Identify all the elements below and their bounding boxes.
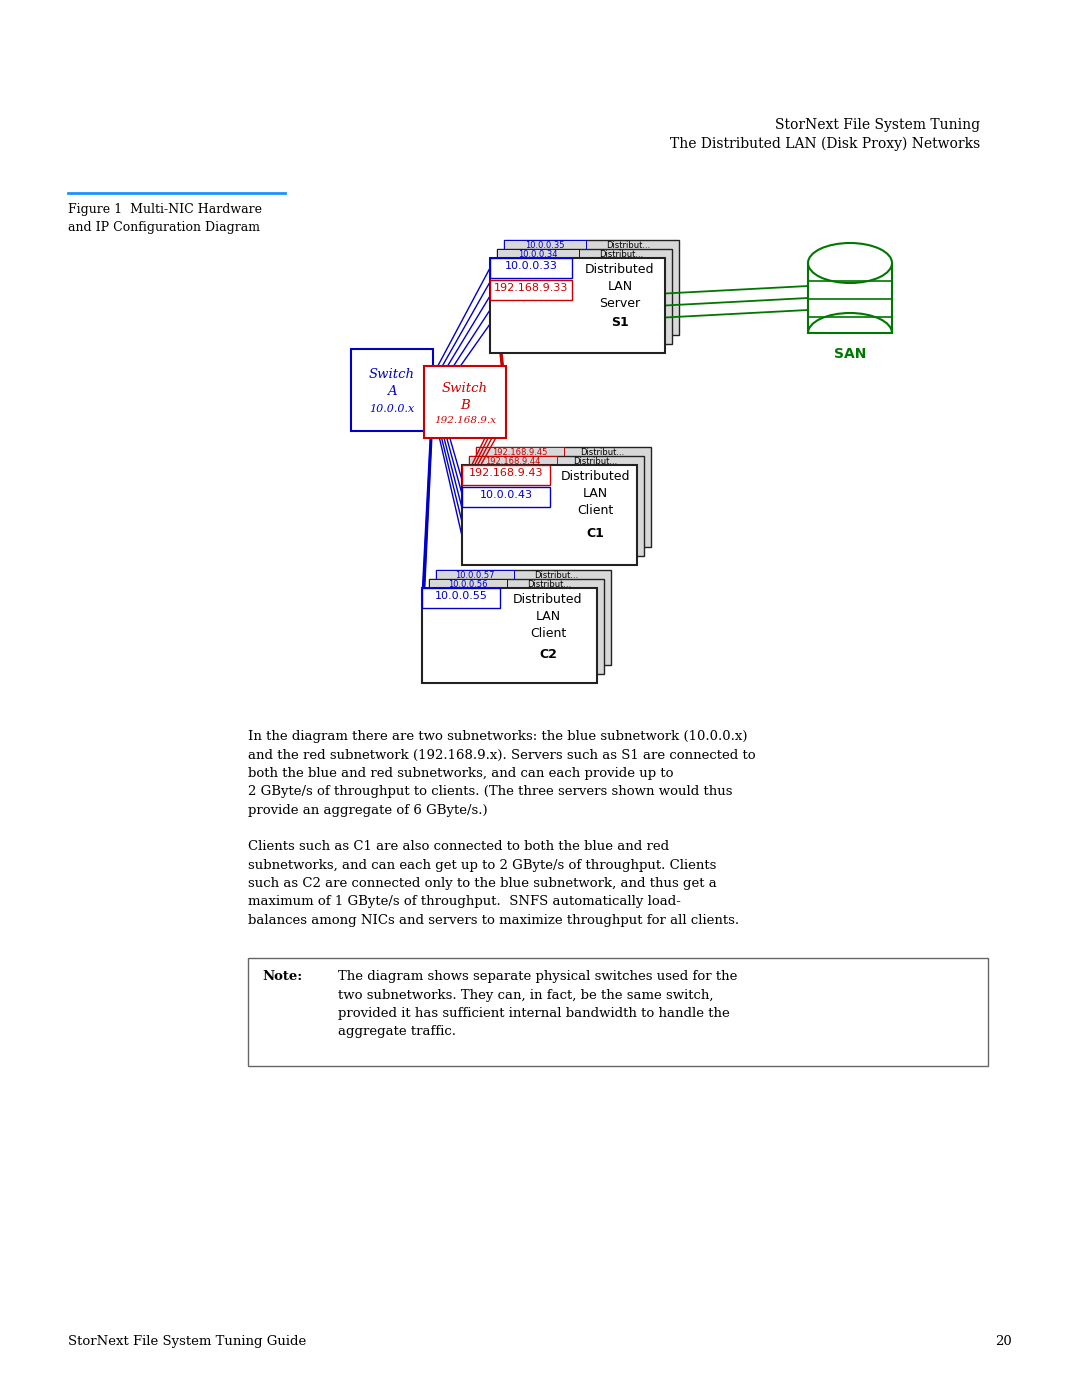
Text: Distribut...: Distribut...	[534, 571, 578, 580]
Text: Distribut...: Distribut...	[599, 250, 643, 258]
Text: Distributed
LAN
Server: Distributed LAN Server	[585, 263, 654, 310]
Text: Switch: Switch	[369, 367, 415, 381]
Text: Clients such as C1 are also connected to both the blue and red
subnetworks, and : Clients such as C1 are also connected to…	[248, 840, 739, 928]
FancyBboxPatch shape	[476, 447, 651, 548]
Text: 10.0.0.33: 10.0.0.33	[504, 261, 557, 271]
Text: Distribut...: Distribut...	[580, 448, 624, 457]
Text: 20: 20	[996, 1336, 1012, 1348]
Text: Distributed
LAN
Client: Distributed LAN Client	[513, 592, 583, 640]
Text: StorNext File System Tuning: StorNext File System Tuning	[774, 117, 980, 131]
Text: 10.0.0.56: 10.0.0.56	[448, 580, 488, 590]
Text: 192.168.9.33: 192.168.9.33	[494, 284, 568, 293]
Text: 192.168.9.43: 192.168.9.43	[469, 468, 543, 478]
FancyBboxPatch shape	[436, 570, 514, 587]
Text: Note:: Note:	[262, 970, 302, 983]
FancyBboxPatch shape	[504, 240, 586, 257]
Text: 192.168.9.45: 192.168.9.45	[492, 448, 548, 457]
FancyBboxPatch shape	[429, 578, 507, 597]
FancyBboxPatch shape	[422, 588, 500, 608]
Text: In the diagram there are two subnetworks: the blue subnetwork (10.0.0.x)
and the: In the diagram there are two subnetworks…	[248, 731, 756, 817]
FancyBboxPatch shape	[462, 488, 550, 507]
FancyBboxPatch shape	[462, 465, 637, 564]
Text: B: B	[460, 400, 470, 412]
Text: S1: S1	[611, 316, 629, 330]
FancyBboxPatch shape	[351, 349, 433, 432]
Text: Distribut...: Distribut...	[606, 242, 650, 250]
FancyBboxPatch shape	[429, 578, 604, 673]
Text: StorNext File System Tuning Guide: StorNext File System Tuning Guide	[68, 1336, 307, 1348]
Text: The diagram shows separate physical switches used for the
two subnetworks. They : The diagram shows separate physical swit…	[338, 970, 738, 1038]
Text: 10.0.0.43: 10.0.0.43	[480, 490, 532, 500]
Text: Distributed
LAN
Client: Distributed LAN Client	[561, 469, 630, 517]
Text: 192.168.9.44: 192.168.9.44	[485, 457, 541, 467]
Ellipse shape	[808, 243, 892, 284]
Text: C2: C2	[539, 648, 557, 661]
Text: Distribut...: Distribut...	[572, 457, 617, 467]
FancyBboxPatch shape	[497, 249, 579, 265]
Polygon shape	[808, 263, 892, 332]
FancyBboxPatch shape	[436, 570, 611, 665]
Text: 10.0.0.55: 10.0.0.55	[434, 591, 487, 601]
FancyBboxPatch shape	[490, 258, 665, 353]
FancyBboxPatch shape	[469, 455, 557, 474]
Text: 10.0.0.34: 10.0.0.34	[518, 250, 557, 258]
Text: Switch: Switch	[442, 381, 488, 395]
Text: A: A	[388, 386, 396, 398]
Text: 10.0.0.57: 10.0.0.57	[456, 571, 495, 580]
Text: SAN: SAN	[834, 346, 866, 360]
Text: C1: C1	[586, 527, 604, 541]
FancyBboxPatch shape	[469, 455, 644, 556]
FancyBboxPatch shape	[490, 279, 572, 300]
FancyBboxPatch shape	[422, 588, 597, 683]
Text: The Distributed LAN (Disk Proxy) Networks: The Distributed LAN (Disk Proxy) Network…	[670, 137, 980, 151]
FancyBboxPatch shape	[490, 258, 572, 278]
Text: Distribut...: Distribut...	[527, 580, 571, 590]
Text: 192.168.9.x: 192.168.9.x	[434, 416, 496, 425]
Text: Figure 1  Multi-NIC Hardware
and IP Configuration Diagram: Figure 1 Multi-NIC Hardware and IP Confi…	[68, 203, 262, 235]
FancyBboxPatch shape	[424, 366, 507, 439]
FancyBboxPatch shape	[248, 958, 988, 1066]
FancyBboxPatch shape	[462, 465, 550, 485]
Text: 10.0.0.x: 10.0.0.x	[369, 404, 415, 414]
FancyBboxPatch shape	[504, 240, 679, 335]
Text: 10.0.0.35: 10.0.0.35	[525, 242, 565, 250]
FancyBboxPatch shape	[497, 249, 672, 344]
FancyBboxPatch shape	[476, 447, 564, 464]
